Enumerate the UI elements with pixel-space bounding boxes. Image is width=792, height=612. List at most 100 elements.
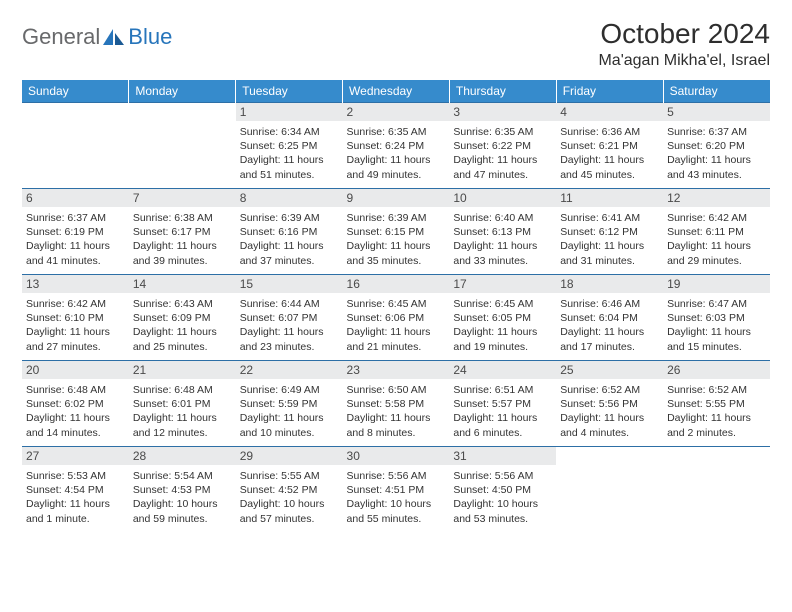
day-details: Sunrise: 6:37 AMSunset: 6:19 PMDaylight:… [26,211,125,268]
title-block: October 2024 Ma'agan Mikha'el, Israel [598,18,770,70]
calendar-cell: 27 Sunrise: 5:53 AMSunset: 4:54 PMDayligh… [22,447,129,533]
day-number: 18 [556,275,663,293]
month-title: October 2024 [598,18,770,50]
day-number: 6 [22,189,129,207]
day-number: 1 [236,103,343,121]
day-details: Sunrise: 6:52 AMSunset: 5:55 PMDaylight:… [667,383,766,440]
day-number: 10 [449,189,556,207]
calendar-cell: 4Sunrise: 6:36 AMSunset: 6:21 PMDaylight… [556,103,663,189]
day-number: 19 [663,275,770,293]
calendar-cell: 30 Sunrise: 5:56 AMSunset: 4:51 PMDayligh… [343,447,450,533]
day-number: 3 [449,103,556,121]
day-details: Sunrise: 6:38 AMSunset: 6:17 PMDaylight:… [133,211,232,268]
day-number: 29 [236,447,343,465]
day-details: Sunrise: 6:48 AMSunset: 6:01 PMDaylight:… [133,383,232,440]
day-details: Sunrise: 6:48 AMSunset: 6:02 PMDaylight:… [26,383,125,440]
calendar-cell: 7 Sunrise: 6:38 AMSunset: 6:17 PMDaylight… [129,189,236,275]
calendar-cell: 3Sunrise: 6:35 AMSunset: 6:22 PMDaylight… [449,103,556,189]
calendar-cell: 13Sunrise: 6:42 AMSunset: 6:10 PMDayligh… [22,275,129,361]
calendar-head: SundayMondayTuesdayWednesdayThursdayFrid… [22,80,770,103]
day-details: Sunrise: 6:49 AMSunset: 5:59 PMDaylight:… [240,383,339,440]
location-label: Ma'agan Mikha'el, Israel [598,52,770,70]
day-number: 27 [22,447,129,465]
day-details: Sunrise: 6:40 AMSunset: 6:13 PMDaylight:… [453,211,552,268]
calendar-cell: 9 Sunrise: 6:39 AMSunset: 6:15 PMDaylight… [343,189,450,275]
day-number: 17 [449,275,556,293]
weekday-header: Friday [556,80,663,103]
day-details: Sunrise: 6:41 AMSunset: 6:12 PMDaylight:… [560,211,659,268]
day-number: 31 [449,447,556,465]
calendar-cell [663,447,770,533]
calendar-week-row: 13Sunrise: 6:42 AMSunset: 6:10 PMDayligh… [22,275,770,361]
day-details: Sunrise: 6:46 AMSunset: 6:04 PMDaylight:… [560,297,659,354]
day-number: 20 [22,361,129,379]
calendar-cell: 6 Sunrise: 6:37 AMSunset: 6:19 PMDaylight… [22,189,129,275]
day-number: 5 [663,103,770,121]
day-details: Sunrise: 6:50 AMSunset: 5:58 PMDaylight:… [347,383,446,440]
day-number: 25 [556,361,663,379]
day-number: 12 [663,189,770,207]
day-details: Sunrise: 6:51 AMSunset: 5:57 PMDaylight:… [453,383,552,440]
calendar-cell: 16Sunrise: 6:45 AMSunset: 6:06 PMDayligh… [343,275,450,361]
day-details: Sunrise: 5:55 AMSunset: 4:52 PMDaylight:… [240,469,339,526]
day-number: 7 [129,189,236,207]
calendar-cell [129,103,236,189]
day-number: 24 [449,361,556,379]
calendar-table: SundayMondayTuesdayWednesdayThursdayFrid… [22,80,770,533]
day-details: Sunrise: 5:53 AMSunset: 4:54 PMDaylight:… [26,469,125,526]
calendar-cell: 24 Sunrise: 6:51 AMSunset: 5:57 PMDayligh… [449,361,556,447]
calendar-week-row: 6 Sunrise: 6:37 AMSunset: 6:19 PMDaylight… [22,189,770,275]
brand-sail-icon [102,27,126,47]
day-details: Sunrise: 5:56 AMSunset: 4:51 PMDaylight:… [347,469,446,526]
day-number: 9 [343,189,450,207]
calendar-cell: 5 Sunrise: 6:37 AMSunset: 6:20 PMDaylight… [663,103,770,189]
day-details: Sunrise: 6:39 AMSunset: 6:16 PMDaylight:… [240,211,339,268]
calendar-cell: 21 Sunrise: 6:48 AMSunset: 6:01 PMDayligh… [129,361,236,447]
calendar-cell: 19 Sunrise: 6:47 AMSunset: 6:03 PMDayligh… [663,275,770,361]
day-number: 15 [236,275,343,293]
calendar-week-row: 20 Sunrise: 6:48 AMSunset: 6:02 PMDayligh… [22,361,770,447]
weekday-header: Thursday [449,80,556,103]
calendar-cell: 15Sunrise: 6:44 AMSunset: 6:07 PMDayligh… [236,275,343,361]
day-details: Sunrise: 6:42 AMSunset: 6:10 PMDaylight:… [26,297,125,354]
calendar-cell: 31 Sunrise: 5:56 AMSunset: 4:50 PMDayligh… [449,447,556,533]
day-number: 23 [343,361,450,379]
weekday-header: Sunday [22,80,129,103]
calendar-cell: 20 Sunrise: 6:48 AMSunset: 6:02 PMDayligh… [22,361,129,447]
day-number: 4 [556,103,663,121]
weekday-header: Monday [129,80,236,103]
brand-part1: General [22,24,100,50]
day-details: Sunrise: 6:42 AMSunset: 6:11 PMDaylight:… [667,211,766,268]
day-details: Sunrise: 6:45 AMSunset: 6:06 PMDaylight:… [347,297,446,354]
calendar-cell: 14Sunrise: 6:43 AMSunset: 6:09 PMDayligh… [129,275,236,361]
calendar-week-row: 1Sunrise: 6:34 AMSunset: 6:25 PMDaylight… [22,103,770,189]
day-details: Sunrise: 6:52 AMSunset: 5:56 PMDaylight:… [560,383,659,440]
calendar-cell: 18 Sunrise: 6:46 AMSunset: 6:04 PMDayligh… [556,275,663,361]
day-details: Sunrise: 5:56 AMSunset: 4:50 PMDaylight:… [453,469,552,526]
brand-logo: General Blue [22,24,172,50]
calendar-cell: 23 Sunrise: 6:50 AMSunset: 5:58 PMDayligh… [343,361,450,447]
weekday-header: Wednesday [343,80,450,103]
day-details: Sunrise: 6:47 AMSunset: 6:03 PMDaylight:… [667,297,766,354]
calendar-cell: 1Sunrise: 6:34 AMSunset: 6:25 PMDaylight… [236,103,343,189]
day-details: Sunrise: 6:35 AMSunset: 6:24 PMDaylight:… [347,125,446,182]
calendar-week-row: 27 Sunrise: 5:53 AMSunset: 4:54 PMDayligh… [22,447,770,533]
brand-part2: Blue [128,24,172,50]
calendar-body: 1Sunrise: 6:34 AMSunset: 6:25 PMDaylight… [22,103,770,533]
calendar-cell: 25 Sunrise: 6:52 AMSunset: 5:56 PMDayligh… [556,361,663,447]
page-header: General Blue October 2024 Ma'agan Mikha'… [22,18,770,70]
day-number: 8 [236,189,343,207]
calendar-cell [556,447,663,533]
day-number: 2 [343,103,450,121]
day-details: Sunrise: 6:45 AMSunset: 6:05 PMDaylight:… [453,297,552,354]
day-details: Sunrise: 5:54 AMSunset: 4:53 PMDaylight:… [133,469,232,526]
day-number: 22 [236,361,343,379]
calendar-cell: 28 Sunrise: 5:54 AMSunset: 4:53 PMDayligh… [129,447,236,533]
day-number: 21 [129,361,236,379]
calendar-cell: 26Sunrise: 6:52 AMSunset: 5:55 PMDayligh… [663,361,770,447]
day-details: Sunrise: 6:37 AMSunset: 6:20 PMDaylight:… [667,125,766,182]
day-number: 30 [343,447,450,465]
calendar-cell: 29 Sunrise: 5:55 AMSunset: 4:52 PMDayligh… [236,447,343,533]
day-details: Sunrise: 6:39 AMSunset: 6:15 PMDaylight:… [347,211,446,268]
day-number: 28 [129,447,236,465]
